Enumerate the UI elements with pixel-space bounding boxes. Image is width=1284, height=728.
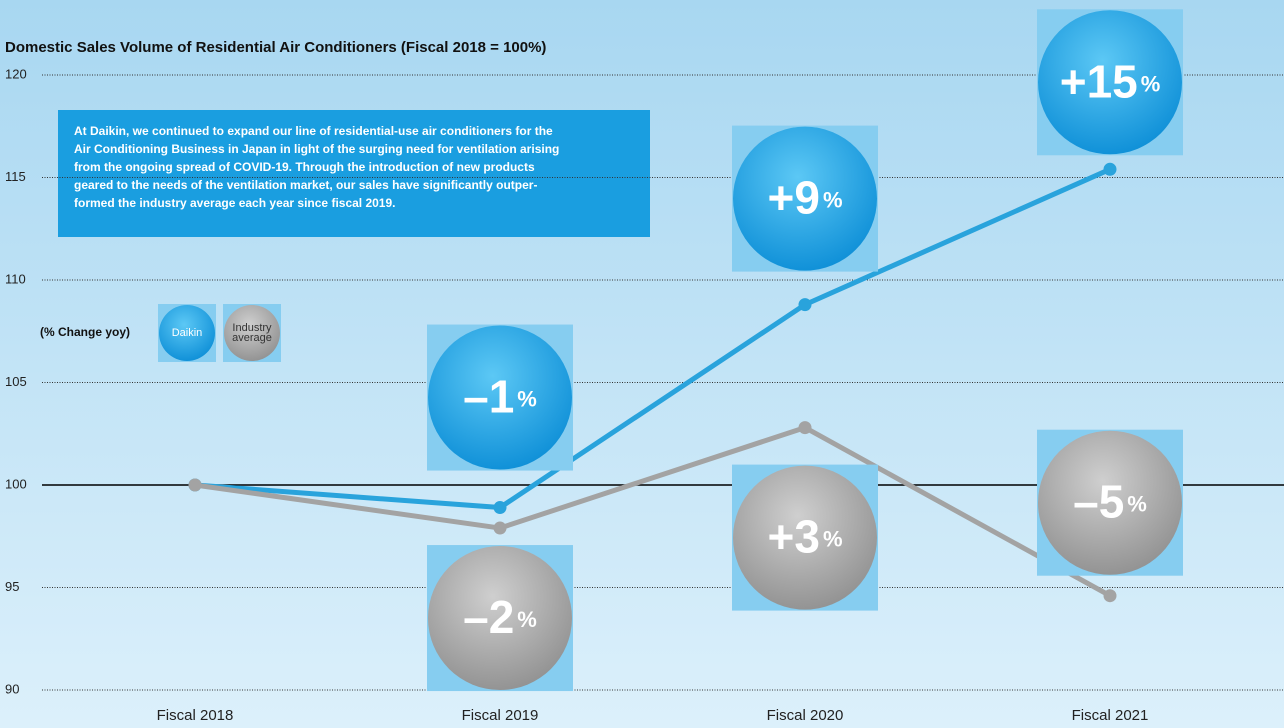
y-tick-label: 95	[5, 579, 19, 594]
data-point	[798, 298, 812, 312]
y-tick-label: 90	[5, 681, 19, 696]
change-label: –1%	[463, 371, 537, 423]
y-tick-label: 115	[5, 169, 26, 184]
series-line	[194, 425, 1112, 598]
x-tick-label: Fiscal 2018	[157, 707, 234, 724]
legend-title: (% Change yoy)	[40, 325, 130, 339]
bubble	[733, 126, 877, 271]
data-point	[1103, 589, 1117, 603]
description-line: geared to the needs of the ventilation m…	[74, 178, 537, 192]
bubble	[428, 546, 572, 691]
change-label: +9%	[767, 172, 842, 224]
chart-title: Domestic Sales Volume of Residential Air…	[5, 39, 546, 56]
x-tick-label: Fiscal 2019	[462, 707, 539, 724]
description-box	[58, 110, 650, 237]
bubble	[1038, 430, 1182, 575]
bubble	[1038, 10, 1182, 155]
legend-label: Industry average	[232, 322, 272, 344]
description-line: from the ongoing spread of COVID-19. Thr…	[74, 160, 535, 174]
description-line: At Daikin, we continued to expand our li…	[74, 124, 553, 138]
data-point	[798, 421, 812, 435]
data-point	[1103, 162, 1117, 176]
description-line: formed the industry average each year si…	[74, 196, 396, 210]
y-tick-label: 105	[5, 374, 27, 389]
change-label: +15%	[1060, 55, 1161, 107]
data-point	[188, 478, 202, 492]
data-point	[493, 521, 507, 535]
legend-swatch	[224, 305, 280, 361]
legend-label: Daikin	[172, 327, 203, 339]
x-tick-label: Fiscal 2020	[767, 707, 844, 724]
bubble	[428, 325, 572, 470]
y-tick-label: 100	[5, 476, 27, 491]
y-tick-label: 110	[5, 271, 26, 286]
legend-swatch	[159, 305, 215, 361]
data-point	[493, 501, 507, 515]
series-line	[194, 167, 1112, 511]
change-label: –2%	[463, 591, 537, 643]
change-label: –5%	[1073, 476, 1147, 528]
description-line: Air Conditioning Business in Japan in li…	[74, 142, 559, 156]
y-tick-label: 120	[5, 66, 27, 81]
x-tick-label: Fiscal 2021	[1072, 707, 1149, 724]
change-label: +3%	[767, 511, 842, 563]
bubble	[733, 465, 877, 610]
